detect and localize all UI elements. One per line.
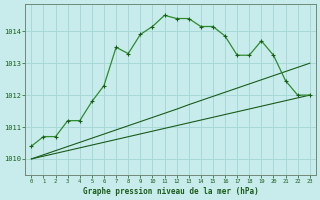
X-axis label: Graphe pression niveau de la mer (hPa): Graphe pression niveau de la mer (hPa) (83, 187, 259, 196)
